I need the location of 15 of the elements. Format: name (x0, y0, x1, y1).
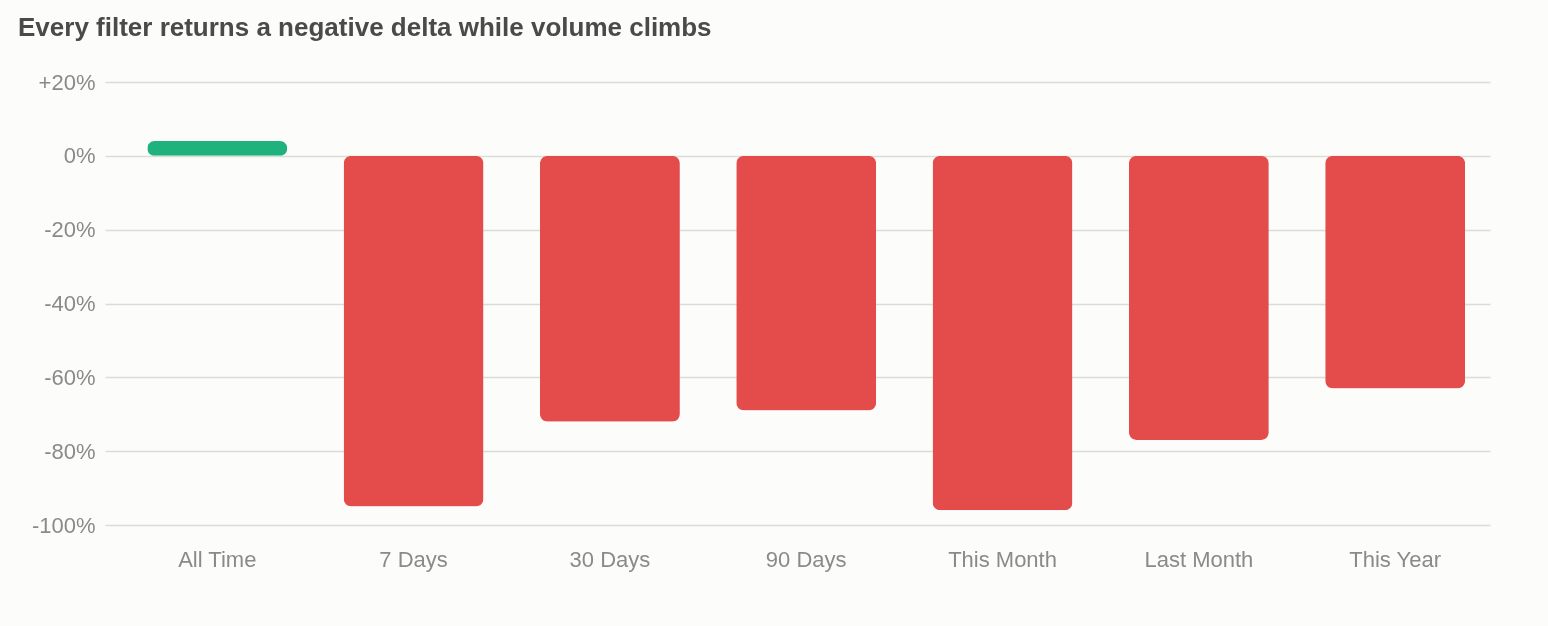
y-tick-label: -100% (31, 512, 96, 538)
y-tick-label: 0% (63, 143, 96, 169)
x-tick-label: 90 Days (765, 546, 847, 572)
x-tick-label: All Time (178, 546, 257, 572)
x-tick-label: 30 Days (569, 546, 651, 572)
x-tick-label: This Year (1349, 546, 1442, 572)
y-tick-label: -20% (44, 217, 96, 243)
y-tick-label: +20% (38, 69, 96, 95)
y-tick-label: -80% (44, 438, 96, 464)
chart-title: Every filter returns a negative delta while volume climbs (18, 12, 712, 42)
x-tick-label: This Month (948, 546, 1057, 572)
x-tick-label: 7 Days (379, 546, 448, 572)
x-tick-label: Last Month (1144, 546, 1254, 572)
y-tick-label: -40% (44, 291, 96, 316)
y-tick-label: -60% (44, 364, 96, 390)
